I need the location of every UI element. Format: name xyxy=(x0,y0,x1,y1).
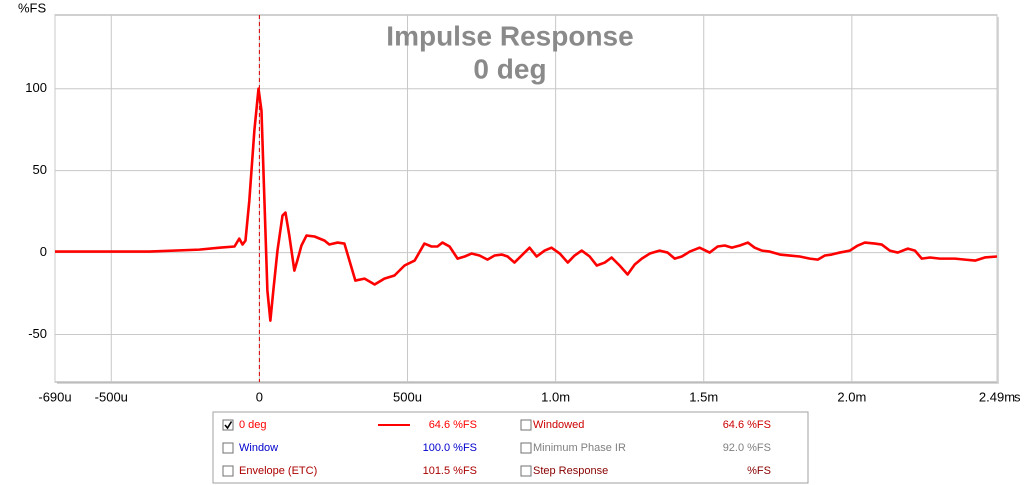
legend-name: 0 deg xyxy=(239,419,267,431)
impulse-line xyxy=(55,87,998,322)
chart-subtitle: 0 deg xyxy=(473,53,546,84)
legend-checkbox[interactable] xyxy=(222,419,234,431)
legend-readout: 92.0 %FS xyxy=(723,442,771,454)
legend-readout: 101.5 %FS xyxy=(423,465,477,477)
legend-name: Windowed xyxy=(533,419,584,431)
legend-checkbox[interactable] xyxy=(222,442,234,454)
x-tick-label: -690u xyxy=(38,389,71,404)
legend-readout: 64.6 %FS xyxy=(429,419,477,431)
y-tick-label: 100 xyxy=(25,80,47,95)
x-tick-label: -500u xyxy=(95,389,128,404)
legend-panel xyxy=(212,411,809,484)
x-axis-label: s xyxy=(1014,389,1021,404)
legend-name: Step Response xyxy=(533,465,608,477)
y-tick-label: 50 xyxy=(33,162,47,177)
x-tick-label: 1.0m xyxy=(541,389,570,404)
legend-name: Minimum Phase IR xyxy=(533,442,626,454)
plot-area xyxy=(54,14,998,383)
chart-title: Impulse Response xyxy=(386,20,633,51)
legend-name: Envelope (ETC) xyxy=(239,465,317,477)
legend-checkbox[interactable] xyxy=(520,465,532,477)
legend-checkbox[interactable] xyxy=(222,465,234,477)
legend-checkbox[interactable] xyxy=(520,419,532,431)
x-tick-label: 500u xyxy=(393,389,422,404)
x-tick-label: 1.5m xyxy=(689,389,718,404)
x-tick-label: 0 xyxy=(256,389,263,404)
y-axis-label: %FS xyxy=(18,0,47,15)
x-tick-label: 2.49m xyxy=(979,389,1015,404)
legend-readout: %FS xyxy=(747,465,771,477)
x-tick-label: 2.0m xyxy=(837,389,866,404)
legend-name: Window xyxy=(239,442,278,454)
legend-readout: 100.0 %FS xyxy=(423,442,477,454)
y-tick-label: -50 xyxy=(28,326,47,341)
legend-checkmark xyxy=(224,421,233,430)
legend-readout: 64.6 %FS xyxy=(723,419,771,431)
y-tick-label: 0 xyxy=(40,244,47,259)
legend-checkbox[interactable] xyxy=(520,442,532,454)
